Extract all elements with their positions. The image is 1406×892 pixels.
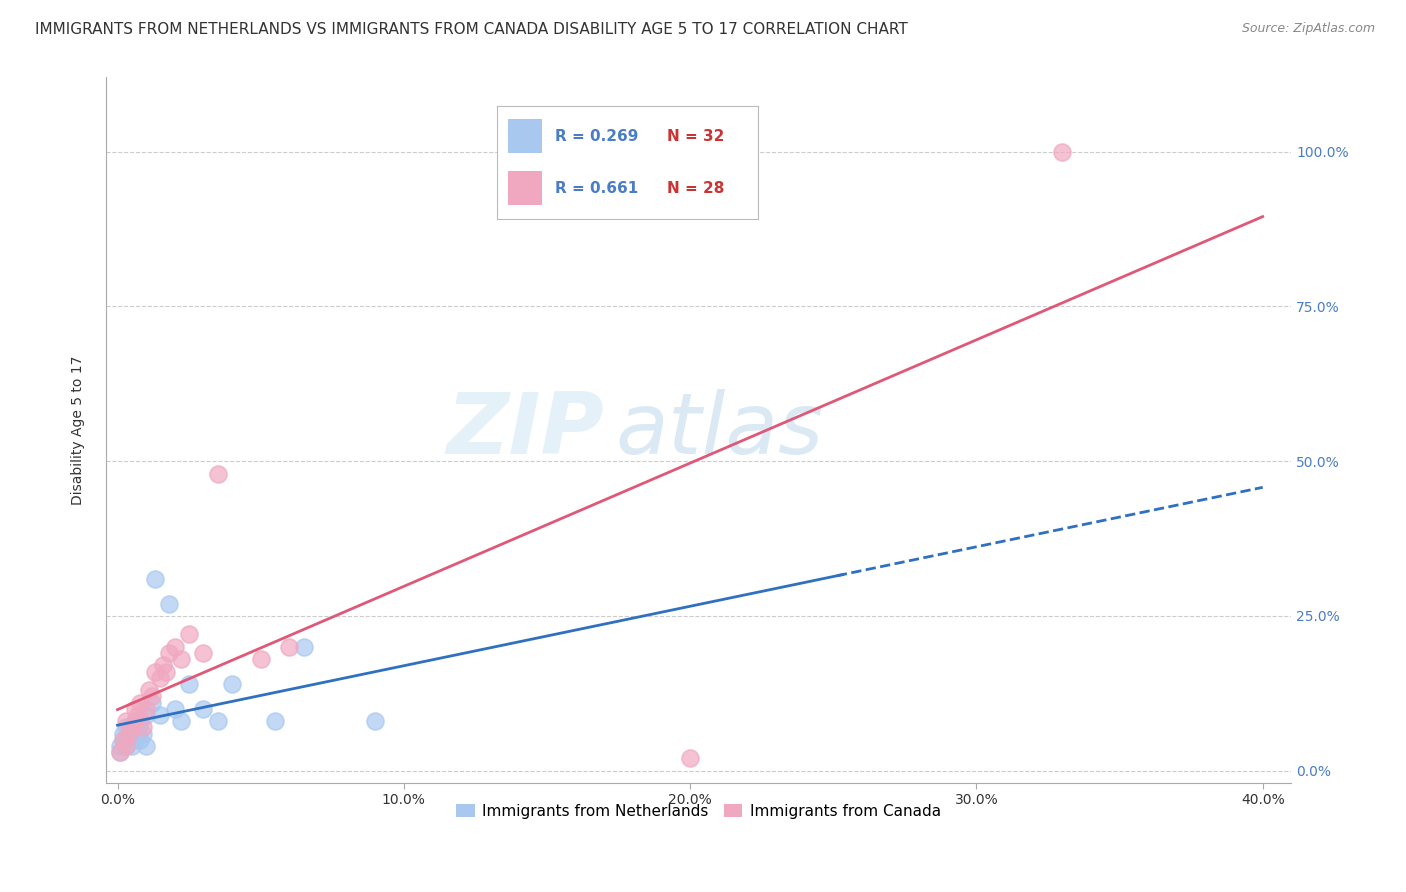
Point xyxy=(278,640,301,654)
Point xyxy=(115,739,138,753)
Point xyxy=(115,739,138,753)
Point xyxy=(221,677,243,691)
Point xyxy=(207,714,229,728)
Point xyxy=(141,690,163,704)
Point xyxy=(1052,145,1074,159)
Point xyxy=(121,720,143,734)
Point xyxy=(149,708,172,723)
Text: atlas: atlas xyxy=(616,389,824,472)
Point xyxy=(169,652,191,666)
Point xyxy=(132,726,155,740)
Point xyxy=(163,640,186,654)
Point xyxy=(110,745,132,759)
Point xyxy=(143,572,166,586)
Point xyxy=(112,732,135,747)
Point xyxy=(124,714,146,728)
Y-axis label: Disability Age 5 to 17: Disability Age 5 to 17 xyxy=(72,356,86,505)
Point xyxy=(129,696,152,710)
Point xyxy=(193,702,215,716)
Point xyxy=(157,646,180,660)
Point xyxy=(121,720,143,734)
Point xyxy=(124,702,146,716)
Point xyxy=(135,708,157,723)
Point xyxy=(152,658,174,673)
Point xyxy=(124,714,146,728)
Point xyxy=(143,665,166,679)
Point xyxy=(110,745,132,759)
Point xyxy=(364,714,387,728)
Point xyxy=(157,597,180,611)
Point xyxy=(132,720,155,734)
Point xyxy=(115,720,138,734)
Point xyxy=(135,739,157,753)
Point xyxy=(141,696,163,710)
Point xyxy=(679,751,702,765)
Point xyxy=(129,714,152,728)
Point xyxy=(207,467,229,481)
Point xyxy=(112,732,135,747)
Point xyxy=(127,720,149,734)
Point xyxy=(118,732,141,747)
Legend: Immigrants from Netherlands, Immigrants from Canada: Immigrants from Netherlands, Immigrants … xyxy=(450,797,948,825)
Point xyxy=(249,652,271,666)
Text: Source: ZipAtlas.com: Source: ZipAtlas.com xyxy=(1241,22,1375,36)
Point xyxy=(264,714,287,728)
Point xyxy=(149,671,172,685)
Point xyxy=(138,683,160,698)
Point xyxy=(118,726,141,740)
Point xyxy=(112,726,135,740)
Text: IMMIGRANTS FROM NETHERLANDS VS IMMIGRANTS FROM CANADA DISABILITY AGE 5 TO 17 COR: IMMIGRANTS FROM NETHERLANDS VS IMMIGRANT… xyxy=(35,22,908,37)
Point xyxy=(177,627,200,641)
Point xyxy=(110,739,132,753)
Point xyxy=(169,714,191,728)
Point xyxy=(163,702,186,716)
Point xyxy=(124,732,146,747)
Point xyxy=(127,726,149,740)
Point xyxy=(129,732,152,747)
Point xyxy=(118,726,141,740)
Point xyxy=(292,640,315,654)
Point xyxy=(121,739,143,753)
Point xyxy=(155,665,177,679)
Point xyxy=(115,714,138,728)
Point xyxy=(177,677,200,691)
Point xyxy=(193,646,215,660)
Point xyxy=(135,702,157,716)
Point xyxy=(127,708,149,723)
Text: ZIP: ZIP xyxy=(446,389,605,472)
